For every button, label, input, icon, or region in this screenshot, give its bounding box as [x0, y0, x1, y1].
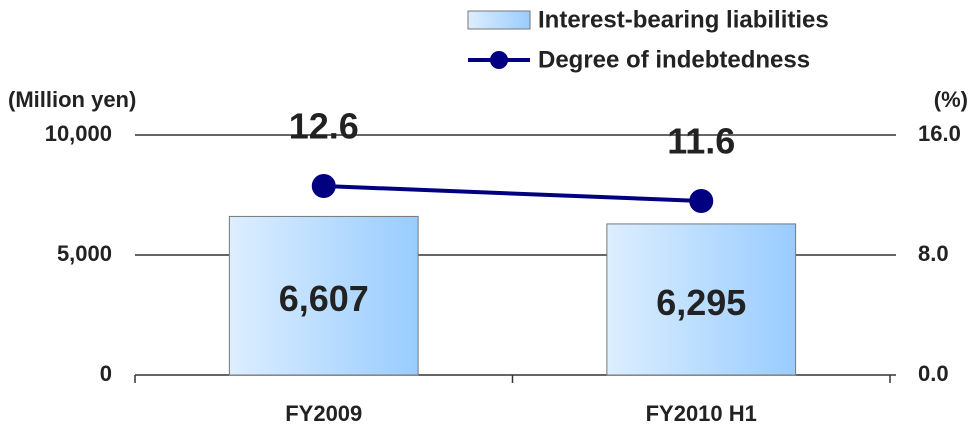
line-marker [689, 189, 714, 213]
y2-tick-label: 0.0 [918, 361, 949, 386]
legend-marker [490, 51, 508, 69]
line [323, 184, 702, 203]
x-tick-label: FY2009 [285, 401, 362, 426]
line-value-label: 12.6 [289, 106, 359, 147]
y2-tick-label: 8.0 [918, 241, 949, 266]
x-tick-label: FY2010 H1 [646, 401, 757, 426]
bar [606, 223, 797, 376]
legend-label: Degree of indebtedness [538, 46, 810, 73]
bar-value-label: 6,607 [279, 278, 369, 319]
bar [228, 215, 419, 376]
legend-swatch [467, 10, 531, 30]
bar-value-label: 6,295 [656, 282, 746, 323]
legend-label: Interest-bearing liabilities [538, 6, 829, 33]
y2-tick-label: 16.0 [918, 121, 961, 146]
line-marker [311, 174, 336, 198]
y-tick-label: 10,000 [45, 121, 112, 146]
y-axis-label: (Million yen) [8, 87, 136, 112]
line-value-label: 11.6 [667, 121, 735, 162]
y2-axis-label: (%) [934, 87, 968, 112]
y-tick-label: 5,000 [57, 241, 112, 266]
y-tick-label: 0 [100, 361, 112, 386]
